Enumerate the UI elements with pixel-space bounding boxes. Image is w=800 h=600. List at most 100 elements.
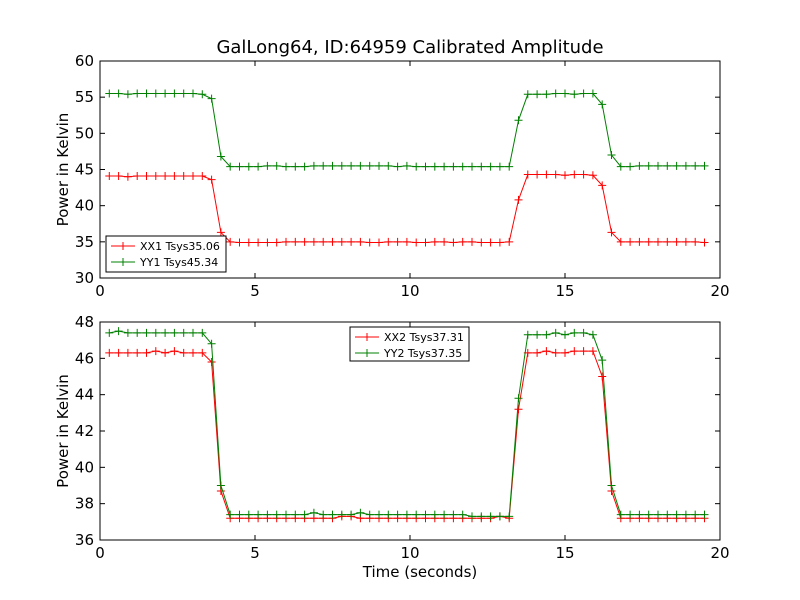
data-point [151, 328, 160, 337]
data-point [114, 89, 123, 98]
data-point [412, 162, 421, 171]
data-point [235, 162, 244, 171]
data-point [551, 348, 560, 357]
data-point [635, 510, 644, 519]
data-point [663, 237, 672, 246]
data-point [319, 237, 328, 246]
y-tick-label: 30 [75, 269, 94, 287]
data-point [105, 172, 114, 181]
legend-label: XX1 Tsys35.06 [140, 240, 220, 253]
data-point [282, 162, 290, 171]
data-point [161, 172, 170, 181]
data-point [207, 357, 216, 366]
data-point [291, 237, 300, 246]
data-point [626, 162, 635, 171]
data-point [309, 508, 318, 517]
data-point [375, 238, 383, 247]
x-tick-label: 0 [95, 282, 105, 300]
data-point [421, 238, 430, 247]
data-point [514, 405, 523, 414]
data-point [616, 510, 625, 519]
data-point [123, 90, 132, 99]
data-point [133, 328, 142, 337]
data-point [309, 161, 318, 170]
y-tick-label: 44 [75, 386, 94, 404]
data-point [189, 172, 197, 181]
data-point [495, 238, 504, 247]
data-point [468, 512, 476, 521]
data-point [533, 90, 542, 99]
data-point [542, 90, 551, 99]
legend-box [349, 326, 470, 362]
data-point [440, 162, 449, 171]
data-point [486, 238, 495, 247]
y-tick-label: 38 [75, 495, 94, 513]
data-point [216, 152, 225, 161]
data-point [533, 330, 542, 339]
data-point [142, 89, 151, 98]
data-point [644, 237, 653, 246]
x-tick-label: 20 [710, 282, 729, 300]
data-point [458, 237, 467, 246]
legend-box [105, 235, 227, 273]
data-point [477, 238, 486, 247]
data-point [495, 162, 504, 171]
legend-entry: XX1 Tsys35.06 [111, 240, 220, 253]
data-point [300, 510, 309, 519]
data-point [365, 238, 374, 247]
data-point [616, 162, 625, 171]
x-tick-label: 0 [95, 544, 105, 562]
top-subplot: 0 5 10 15 20 30 35 40 45 50 55 60 Power in Kelvin XX1… [54, 52, 730, 300]
data-point [105, 328, 114, 337]
x-tick-label: 20 [710, 544, 729, 562]
y-tick-label: 60 [75, 52, 94, 70]
data-point [114, 327, 123, 336]
data-point [356, 161, 365, 170]
data-point [440, 510, 449, 519]
data-point [570, 170, 579, 179]
legend-label: YY1 Tsys45.34 [139, 256, 218, 269]
data-point [347, 161, 356, 170]
data-point [542, 170, 551, 179]
data-point [635, 237, 644, 246]
data-point [561, 330, 569, 339]
data-point [570, 347, 579, 356]
y-axis-label: Power in Kelvin [54, 374, 72, 488]
data-point [235, 510, 244, 519]
data-point [161, 89, 170, 98]
y-tick-label: 36 [75, 531, 94, 549]
data-point [254, 510, 263, 519]
data-point [244, 238, 253, 247]
data-point [365, 510, 374, 519]
data-point [393, 162, 402, 171]
chart-title: GalLong64, ID:64959 Calibrated Amplitude [216, 37, 603, 58]
data-point [384, 510, 393, 519]
data-point [216, 228, 225, 237]
data-point [114, 348, 123, 357]
data-point [505, 512, 514, 521]
data-point [495, 512, 504, 521]
data-point [570, 90, 579, 99]
data-point [542, 347, 551, 356]
legend: XX1 Tsys35.06 YY1 Tsys45.34 [105, 235, 227, 273]
data-point [328, 510, 337, 519]
data-point [365, 161, 374, 170]
data-point [551, 328, 560, 337]
data-point [607, 228, 616, 237]
data-point [244, 162, 253, 171]
data-point [477, 512, 486, 521]
data-point [486, 512, 495, 521]
data-point [337, 161, 346, 170]
series-2 [105, 89, 709, 171]
x-tick-label: 10 [400, 544, 419, 562]
data-point [607, 481, 616, 490]
legend-entry: YY2 Tsys37.35 [355, 347, 462, 360]
data-point [402, 510, 411, 519]
data-point [514, 116, 523, 125]
data-point [263, 161, 272, 170]
data-point [179, 348, 188, 357]
data-point [347, 510, 356, 519]
data-point [681, 510, 690, 519]
legend-label: YY2 Tsys37.35 [383, 347, 462, 360]
y-tick-label: 55 [75, 88, 94, 106]
